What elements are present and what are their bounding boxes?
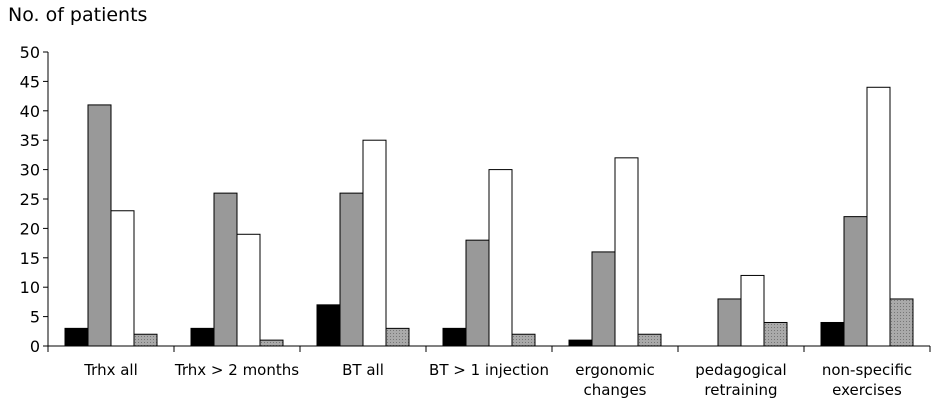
bar bbox=[763, 321, 788, 347]
y-tick-label: 15 bbox=[20, 249, 40, 268]
bar bbox=[259, 339, 284, 347]
x-tick-label: changes bbox=[583, 381, 646, 399]
bar bbox=[866, 86, 891, 347]
bar bbox=[190, 327, 215, 347]
x-tick-label: BT all bbox=[342, 361, 384, 379]
y-axis-title: No. of patients bbox=[8, 4, 148, 26]
bar bbox=[717, 298, 742, 347]
y-tick-label: 10 bbox=[20, 278, 40, 297]
y-tick-label: 25 bbox=[20, 190, 40, 209]
bar bbox=[889, 298, 914, 347]
bar bbox=[637, 333, 662, 347]
x-tick-label: Trhx > 2 months bbox=[174, 361, 299, 379]
bar bbox=[843, 216, 868, 347]
bar bbox=[133, 333, 158, 347]
y-tick-label: 40 bbox=[20, 102, 40, 121]
y-tick-label: 35 bbox=[20, 131, 40, 150]
y-tick-label: 50 bbox=[20, 43, 40, 62]
y-tick-label: 20 bbox=[20, 219, 40, 238]
y-tick-label: 45 bbox=[20, 72, 40, 91]
bar bbox=[820, 321, 845, 347]
bar bbox=[362, 139, 387, 347]
y-tick-label: 0 bbox=[30, 337, 40, 356]
bar bbox=[339, 192, 364, 347]
bar bbox=[488, 169, 513, 347]
y-tick-label: 5 bbox=[30, 308, 40, 327]
bar bbox=[316, 304, 341, 347]
bar bbox=[442, 327, 467, 347]
y-tick-label: 30 bbox=[20, 161, 40, 180]
bar bbox=[511, 333, 536, 347]
bar bbox=[87, 104, 112, 347]
x-tick-label: ergonomic bbox=[575, 361, 655, 379]
bar bbox=[64, 327, 89, 347]
bar bbox=[385, 327, 410, 347]
x-tick-label: BT > 1 injection bbox=[429, 361, 549, 379]
bar bbox=[465, 239, 490, 347]
bar bbox=[591, 251, 616, 347]
bar bbox=[110, 210, 135, 347]
bar bbox=[740, 274, 765, 347]
x-tick-label: Trhx all bbox=[83, 361, 138, 379]
x-tick-label: pedagogical bbox=[695, 361, 786, 379]
bar bbox=[568, 339, 593, 347]
x-tick-label: non-specific bbox=[822, 361, 912, 379]
x-tick-label: retraining bbox=[704, 381, 777, 399]
x-tick-label: exercises bbox=[832, 381, 902, 399]
bar bbox=[213, 192, 238, 347]
bar bbox=[236, 233, 261, 347]
bar bbox=[614, 157, 639, 347]
